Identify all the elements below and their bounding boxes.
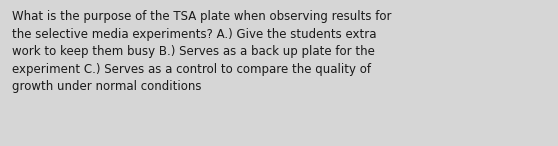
Text: What is the purpose of the TSA plate when observing results for
the selective me: What is the purpose of the TSA plate whe…	[12, 10, 392, 93]
